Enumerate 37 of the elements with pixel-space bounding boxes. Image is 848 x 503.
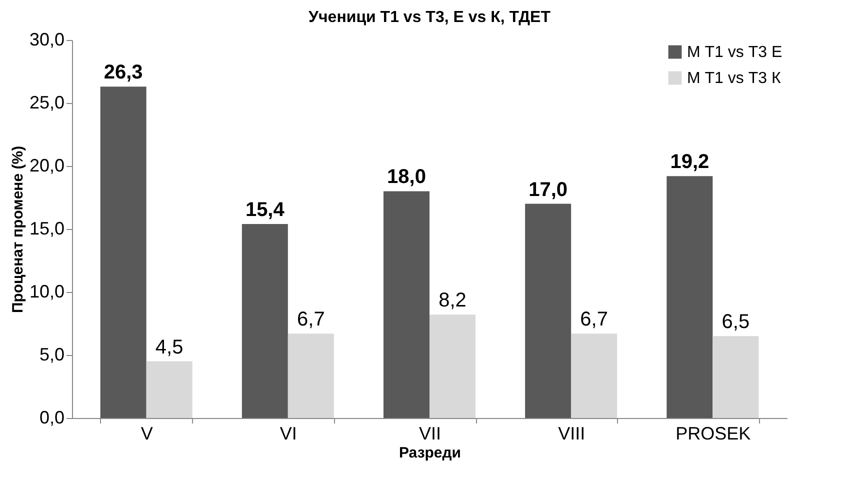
y-tick-label: 10,0	[29, 282, 64, 302]
data-label: 26,3	[104, 62, 143, 84]
bar	[666, 176, 713, 418]
data-label: 19,2	[670, 151, 710, 174]
legend-label: М Т1 vs Т3 К	[687, 70, 782, 87]
data-label: 6,7	[580, 308, 608, 331]
data-label: 15,4	[245, 198, 286, 221]
y-tick-label: 5,0	[39, 344, 64, 364]
x-tick-label: VI	[280, 424, 297, 444]
bar	[288, 334, 334, 418]
x-tick-label: VII	[418, 424, 442, 444]
x-tick-label: PROSEK	[676, 424, 751, 444]
data-label: 6,7	[297, 308, 325, 331]
chart-title: Ученици Т1 vs Т3, Е vs К, ТДЕТ	[308, 9, 551, 26]
data-label: 4,5	[155, 336, 184, 358]
x-axis-title: Разреди	[398, 444, 462, 462]
bar	[146, 361, 192, 418]
x-tick-label: VIII	[558, 424, 586, 444]
legend-label: М Т1 vs Т3 Е	[687, 44, 782, 61]
data-label: 18,0	[387, 166, 426, 188]
y-axis-title: Проценат промене (%)	[9, 146, 26, 314]
y-tick-label: 30,0	[29, 30, 64, 50]
bar	[525, 204, 572, 418]
bar	[100, 86, 146, 418]
data-label: 17,0	[528, 178, 568, 201]
bar	[242, 224, 288, 418]
y-tick-label: 25,0	[29, 92, 64, 112]
bar	[571, 334, 618, 418]
data-label: 8,2	[438, 290, 466, 312]
bar	[383, 191, 430, 418]
bar	[430, 314, 476, 418]
y-tick-label: 15,0	[29, 218, 64, 238]
x-tick-label: V	[140, 424, 153, 444]
data-label: 6,5	[722, 311, 750, 334]
y-tick-label: 0,0	[39, 408, 64, 428]
bar	[712, 336, 759, 418]
y-tick-label: 20,0	[29, 156, 64, 176]
